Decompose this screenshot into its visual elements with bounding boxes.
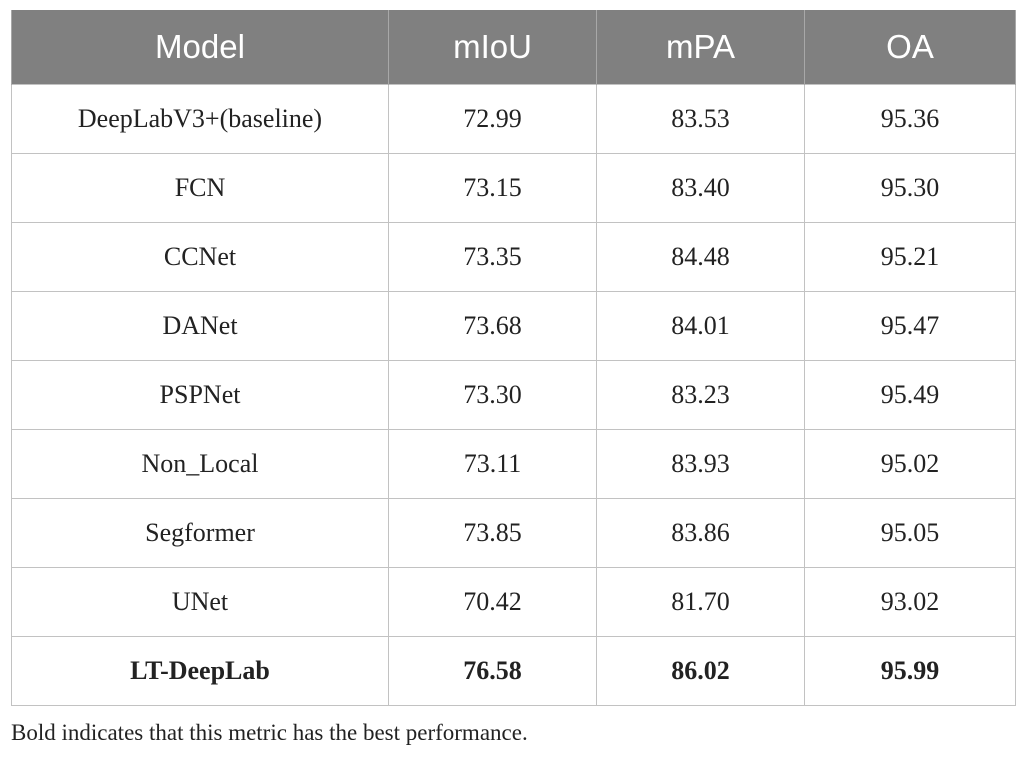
cell-model: PSPNet bbox=[11, 360, 389, 430]
cell-mpa: 84.48 bbox=[596, 222, 805, 292]
cell-mpa: 86.02 bbox=[596, 636, 805, 706]
table-row-best: LT-DeepLab 76.58 86.02 95.99 bbox=[11, 636, 1016, 706]
cell-miou: 72.99 bbox=[388, 84, 597, 154]
cell-miou: 73.15 bbox=[388, 153, 597, 223]
cell-oa: 95.02 bbox=[804, 429, 1016, 499]
cell-model: FCN bbox=[11, 153, 389, 223]
header-oa: OA bbox=[804, 10, 1016, 85]
cell-mpa: 83.40 bbox=[596, 153, 805, 223]
cell-miou: 76.58 bbox=[388, 636, 597, 706]
cell-model: DeepLabV3+(baseline) bbox=[11, 84, 389, 154]
table-row: DANet 73.68 84.01 95.47 bbox=[11, 291, 1016, 361]
table-header-row: Model mIoU mPA OA bbox=[11, 10, 1016, 85]
cell-mpa: 83.23 bbox=[596, 360, 805, 430]
cell-model: UNet bbox=[11, 567, 389, 637]
cell-mpa: 83.86 bbox=[596, 498, 805, 568]
cell-oa: 95.49 bbox=[804, 360, 1016, 430]
cell-mpa: 83.53 bbox=[596, 84, 805, 154]
header-model: Model bbox=[11, 10, 389, 85]
cell-oa: 95.30 bbox=[804, 153, 1016, 223]
cell-oa: 95.47 bbox=[804, 291, 1016, 361]
cell-model: DANet bbox=[11, 291, 389, 361]
cell-model: CCNet bbox=[11, 222, 389, 292]
table-row: CCNet 73.35 84.48 95.21 bbox=[11, 222, 1016, 292]
cell-model: LT-DeepLab bbox=[11, 636, 389, 706]
cell-miou: 73.35 bbox=[388, 222, 597, 292]
cell-mpa: 81.70 bbox=[596, 567, 805, 637]
table-row: PSPNet 73.30 83.23 95.49 bbox=[11, 360, 1016, 430]
cell-miou: 73.11 bbox=[388, 429, 597, 499]
cell-oa: 95.21 bbox=[804, 222, 1016, 292]
table-row: DeepLabV3+(baseline) 72.99 83.53 95.36 bbox=[11, 84, 1016, 154]
cell-oa: 95.99 bbox=[804, 636, 1016, 706]
header-miou: mIoU bbox=[388, 10, 597, 85]
table-footnote: Bold indicates that this metric has the … bbox=[11, 720, 528, 745]
cell-mpa: 84.01 bbox=[596, 291, 805, 361]
cell-oa: 95.36 bbox=[804, 84, 1016, 154]
table-row: Non_Local 73.11 83.93 95.02 bbox=[11, 429, 1016, 499]
cell-oa: 93.02 bbox=[804, 567, 1016, 637]
header-mpa: mPA bbox=[596, 10, 805, 85]
results-table: Model mIoU mPA OA DeepLabV3+(baseline) 7… bbox=[11, 10, 1016, 706]
table-row: UNet 70.42 81.70 93.02 bbox=[11, 567, 1016, 637]
cell-model: Segformer bbox=[11, 498, 389, 568]
table-row: FCN 73.15 83.40 95.30 bbox=[11, 153, 1016, 223]
cell-mpa: 83.93 bbox=[596, 429, 805, 499]
cell-miou: 70.42 bbox=[388, 567, 597, 637]
table-row: Segformer 73.85 83.86 95.05 bbox=[11, 498, 1016, 568]
cell-miou: 73.30 bbox=[388, 360, 597, 430]
cell-model: Non_Local bbox=[11, 429, 389, 499]
cell-miou: 73.85 bbox=[388, 498, 597, 568]
cell-oa: 95.05 bbox=[804, 498, 1016, 568]
cell-miou: 73.68 bbox=[388, 291, 597, 361]
results-table-container: Model mIoU mPA OA DeepLabV3+(baseline) 7… bbox=[11, 10, 1016, 706]
